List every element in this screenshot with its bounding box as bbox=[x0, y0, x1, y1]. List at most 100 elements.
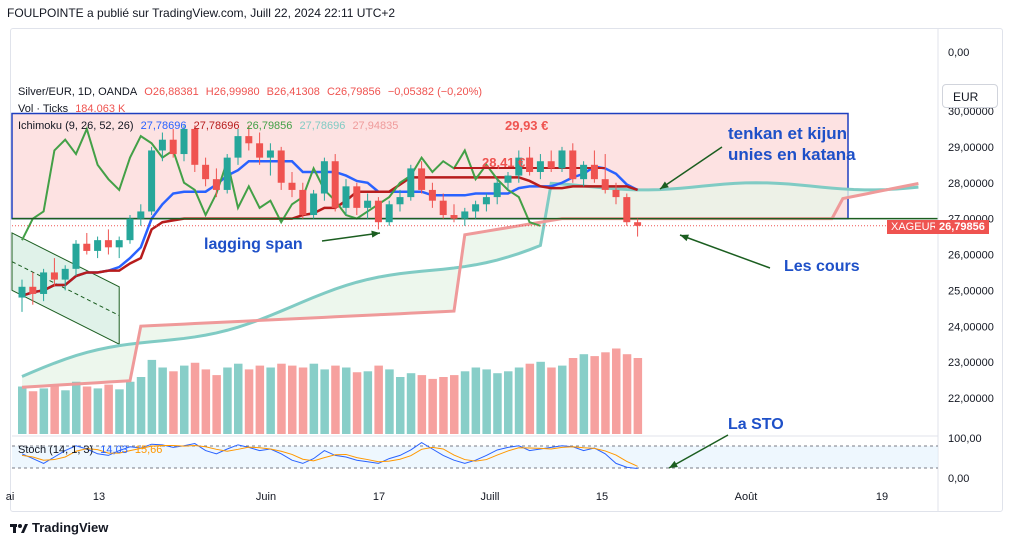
candle-body bbox=[115, 240, 123, 248]
volume-bar bbox=[460, 371, 470, 434]
legend-ichimoku: Ichimoku (9, 26, 52, 26) 27,78696 27,786… bbox=[18, 120, 402, 132]
candle-body bbox=[331, 161, 339, 208]
volume-bar bbox=[104, 384, 113, 434]
candle-body bbox=[569, 150, 577, 180]
price-axis-tick: 29,00000 bbox=[948, 142, 994, 154]
volume-bar bbox=[385, 369, 394, 434]
volume-bar bbox=[28, 391, 38, 434]
volume-bar bbox=[288, 365, 297, 434]
stoch-k-line bbox=[21, 442, 638, 470]
volume-bar bbox=[536, 361, 545, 434]
arrow-tenkan-kijun bbox=[659, 146, 723, 190]
candle-body bbox=[601, 179, 609, 190]
volume-bar bbox=[136, 377, 146, 434]
volume-bar bbox=[72, 381, 81, 434]
candle-body bbox=[515, 157, 523, 176]
volume-bar bbox=[471, 367, 481, 434]
volume-bar bbox=[342, 367, 351, 434]
tenkan-line bbox=[21, 159, 639, 297]
volume-bar bbox=[439, 377, 448, 434]
volume-bar bbox=[428, 378, 437, 434]
volume-bar bbox=[234, 363, 243, 434]
candle-body bbox=[245, 136, 253, 144]
annotation-sto: La STO bbox=[728, 416, 784, 433]
candle-body bbox=[137, 211, 145, 219]
volume-bar bbox=[514, 367, 524, 434]
volume-bar bbox=[579, 354, 589, 434]
legend-symbol[interactable]: Silver/EUR, 1D, OANDA bbox=[18, 86, 138, 98]
legend-ich-v3: 26,79856 bbox=[246, 120, 293, 132]
candle-body bbox=[439, 200, 447, 216]
stoch-axis-0: 0,00 bbox=[948, 473, 969, 485]
volume-bar bbox=[180, 365, 189, 434]
stoch-axis-100: 100,00 bbox=[948, 433, 982, 445]
arrow-sto-head bbox=[669, 460, 678, 468]
candle-body bbox=[169, 139, 177, 155]
candle-body bbox=[320, 161, 328, 194]
volume-bar bbox=[212, 375, 221, 434]
candle-body bbox=[482, 197, 490, 205]
volume-bar bbox=[482, 369, 491, 434]
candle-body bbox=[212, 179, 220, 190]
candle-body bbox=[472, 204, 480, 212]
volume-bar bbox=[82, 386, 92, 434]
volume-bar bbox=[50, 384, 59, 434]
arrow-lagging-head bbox=[371, 230, 380, 238]
volume-bar bbox=[18, 386, 27, 434]
annotation-tenkan-kijun-1: tenkan et kijun bbox=[728, 124, 847, 143]
candle-body bbox=[234, 136, 242, 158]
tradingview-logo-icon bbox=[10, 522, 28, 534]
volume-bar bbox=[374, 365, 383, 434]
footer-brand[interactable]: TradingView bbox=[10, 520, 108, 535]
volume-bar bbox=[622, 354, 632, 434]
volume-bar bbox=[417, 375, 427, 434]
candle-body bbox=[94, 240, 102, 251]
publisher-header: FOULPOINTE a publié sur TradingView.com,… bbox=[7, 6, 396, 20]
legend-volume-value: 184.063 K bbox=[75, 103, 126, 115]
price-tag: 26,79856 bbox=[935, 220, 989, 234]
candle-body bbox=[148, 150, 156, 212]
candle-body bbox=[277, 150, 285, 183]
volume-bar bbox=[190, 362, 200, 434]
currency-button[interactable]: EUR bbox=[942, 84, 998, 108]
candle-body bbox=[418, 168, 426, 190]
annotation-cours: Les cours bbox=[784, 258, 860, 275]
arrow-cours bbox=[679, 234, 771, 269]
legend-high: H26,99980 bbox=[205, 86, 260, 98]
price-axis-tick: 23,00000 bbox=[948, 357, 994, 369]
legend-ichimoku-label[interactable]: Ichimoku (9, 26, 52, 26) bbox=[18, 120, 134, 132]
volume-bar bbox=[244, 369, 254, 434]
time-axis-tick: Août bbox=[735, 491, 758, 503]
legend-stoch-d: 15,66 bbox=[134, 444, 163, 456]
candle-body bbox=[526, 157, 534, 172]
volume-bar bbox=[93, 388, 103, 434]
volume-bar bbox=[158, 367, 167, 434]
legend-stoch-k: 14,03 bbox=[100, 444, 128, 456]
volume-bar bbox=[568, 358, 578, 434]
arrow-cours-head bbox=[680, 234, 689, 242]
candle-body bbox=[223, 157, 231, 190]
annotation-price-high: 29,93 € bbox=[505, 118, 548, 133]
legend-close: C26,79856 bbox=[326, 86, 381, 98]
candle-body bbox=[385, 204, 393, 223]
legend-volume-label[interactable]: Vol · Ticks bbox=[18, 103, 69, 115]
volume-bar bbox=[320, 369, 329, 434]
arrow-lagging bbox=[321, 232, 381, 242]
candle-body bbox=[50, 272, 58, 280]
volume-bar bbox=[309, 363, 319, 434]
annotation-tenkan-kijun-2: unies en katana bbox=[728, 145, 856, 164]
candle-body bbox=[374, 200, 382, 223]
volume-bar bbox=[39, 388, 49, 434]
annotation-lagging: lagging span bbox=[204, 236, 303, 253]
candle-body bbox=[547, 161, 555, 169]
candle-body bbox=[72, 243, 80, 269]
legend-stoch-label[interactable]: Stoch (14, 1, 3) bbox=[18, 444, 94, 456]
price-axis-zero-top: 0,00 bbox=[948, 47, 969, 59]
legend-ich-v4: 27,78696 bbox=[299, 120, 346, 132]
volume-bar bbox=[601, 352, 610, 434]
legend-ich-v2: 27,78696 bbox=[193, 120, 240, 132]
candle-body bbox=[493, 182, 501, 198]
candle-body bbox=[396, 197, 404, 205]
price-axis-tick: 25,00000 bbox=[948, 285, 994, 297]
